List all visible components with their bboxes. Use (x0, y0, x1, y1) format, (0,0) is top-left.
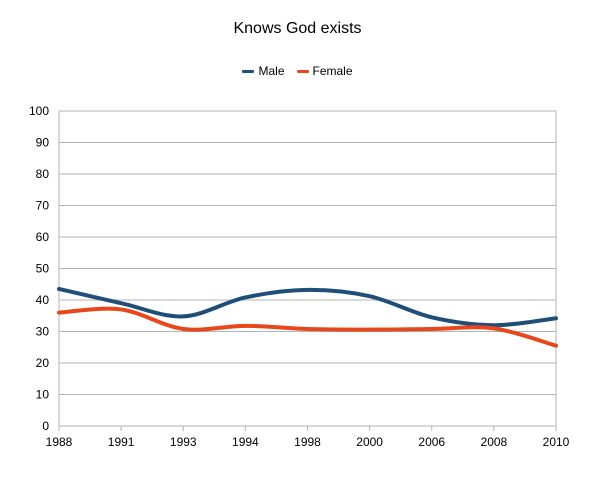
x-tick-label-1988-0: 1988 (46, 435, 73, 449)
y-tick-label-30: 30 (36, 325, 50, 339)
x-tick-label-1994-3: 1994 (232, 435, 259, 449)
legend-item-male: Male (242, 64, 285, 78)
legend-item-female: Female (296, 64, 353, 78)
x-tick-label-1991-1: 1991 (108, 435, 135, 449)
legend-swatch-male (242, 69, 255, 73)
y-tick-label-60: 60 (36, 230, 50, 244)
x-tick-label-2010-8: 2010 (543, 435, 570, 449)
x-tick-label-1998-4: 1998 (294, 435, 321, 449)
y-tick-label-0: 0 (42, 419, 49, 433)
y-tick-label-90: 90 (36, 136, 50, 150)
y-tick-label-20: 20 (36, 356, 50, 370)
series-line-female (57, 306, 558, 348)
legend-label-female: Female (312, 64, 353, 78)
x-tick-label-2008-7: 2008 (481, 435, 508, 449)
legend-swatch-female (296, 69, 309, 73)
x-tick-label-2006-6: 2006 (418, 435, 445, 449)
chart-title: Knows God exists (233, 20, 362, 37)
legend: Male Female (0, 64, 595, 78)
y-tick-label-70: 70 (36, 199, 50, 213)
x-tick-label-1993-2: 1993 (170, 435, 197, 449)
series-line-male (57, 286, 558, 328)
y-tick-label-10: 10 (36, 388, 50, 402)
x-tick-label-2000-5: 2000 (356, 435, 383, 449)
y-tick-label-100: 100 (29, 104, 49, 118)
y-tick-label-50: 50 (36, 262, 50, 276)
y-tick-label-40: 40 (36, 293, 50, 307)
y-tick-label-80: 80 (36, 167, 50, 181)
legend-label-male: Male (258, 64, 285, 78)
